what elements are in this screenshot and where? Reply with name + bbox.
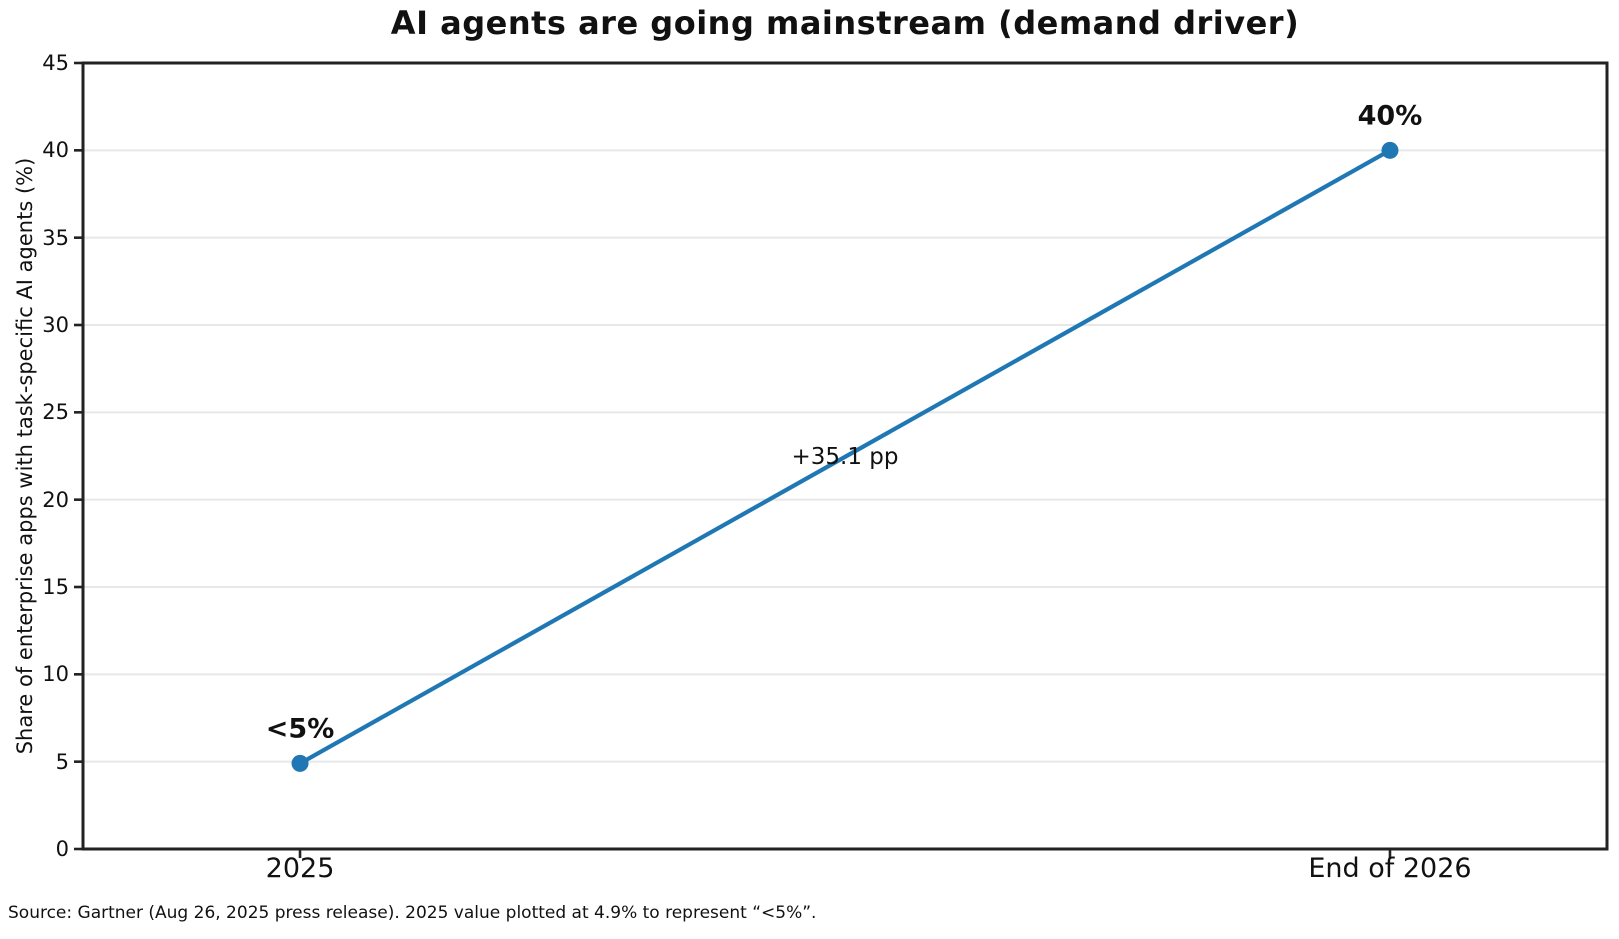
y-tick-label-40: 40	[42, 138, 69, 163]
point-label-0: <5%	[265, 713, 335, 745]
line-chart-canvas	[74, 61, 1609, 858]
source-note: Source: Gartner (Aug 26, 2025 press rele…	[8, 903, 817, 923]
plot-border	[81, 61, 1609, 851]
y-tick-label-5: 5	[55, 749, 69, 774]
y-tick-label-0: 0	[55, 837, 69, 861]
trend-line	[298, 148, 1392, 766]
y-tick-label-20: 20	[42, 487, 69, 512]
change-annotation: +35.1 pp	[791, 443, 899, 470]
y-tick-label-30: 30	[42, 313, 69, 337]
y-tick-label-25: 25	[42, 400, 69, 425]
data-point-marker-0	[291, 754, 309, 772]
y-tick-label-10: 10	[42, 662, 69, 687]
data-point-marker-1	[1381, 141, 1399, 159]
y-tick-label-45: 45	[42, 51, 69, 75]
y-tick-label-35: 35	[42, 225, 69, 250]
chart-title: AI agents are going mainstream (demand d…	[390, 4, 1300, 42]
y-tick-label-15: 15	[42, 575, 69, 599]
x-tick-label-0: 2025	[265, 853, 335, 884]
x-tick-label-1: End of 2026	[1308, 853, 1472, 884]
point-label-1: 40%	[1357, 100, 1423, 132]
plot-area	[74, 61, 1609, 858]
